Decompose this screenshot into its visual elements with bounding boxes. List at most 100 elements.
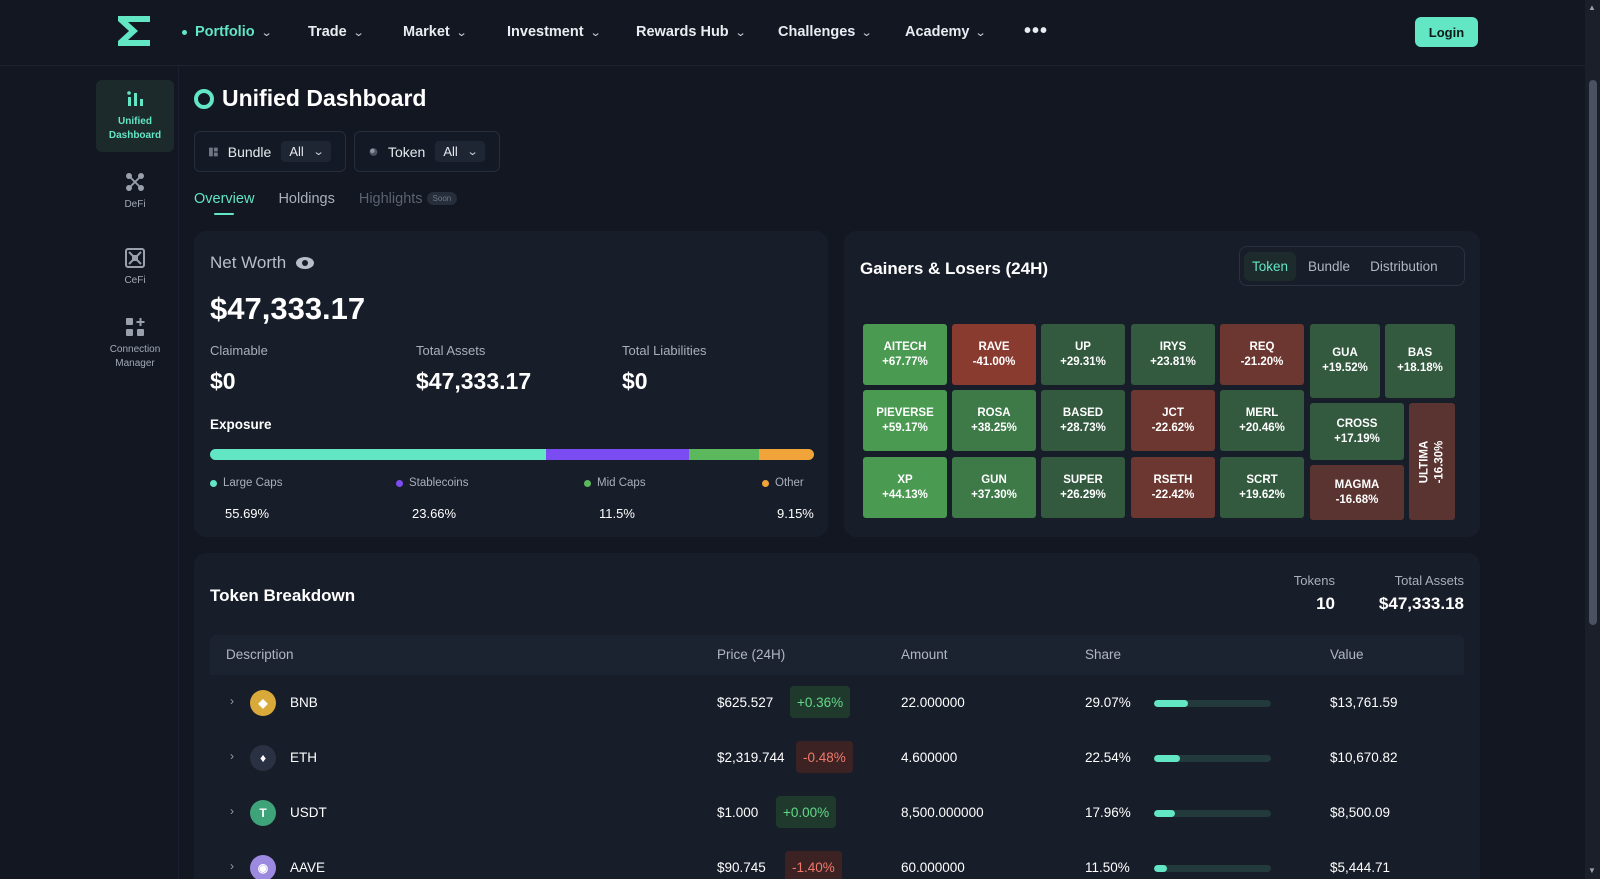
tab-distribution[interactable]: Distribution xyxy=(1370,258,1438,274)
heatmap-tile-xp[interactable]: XP +44.13% xyxy=(863,457,947,518)
column-share[interactable]: Share xyxy=(1085,647,1122,662)
tokens-label: Tokens xyxy=(1293,573,1335,588)
sidebar-item-connection-manager[interactable]: Connection Manager xyxy=(96,308,174,380)
legend-dot-icon xyxy=(762,479,769,487)
heatmap-tile-req[interactable]: REQ -21.20% xyxy=(1220,324,1304,385)
tile-change: -22.62% xyxy=(1151,421,1195,434)
chevron-down-icon: ⌄ xyxy=(589,26,602,39)
tile-change: +29.31% xyxy=(1060,355,1106,368)
nav-trade[interactable]: Trade ⌄ xyxy=(308,24,364,40)
expand-chevron-icon[interactable]: › xyxy=(230,804,234,818)
share-bar-fill xyxy=(1154,865,1168,872)
heatmap-tile-ultima[interactable]: ULTIMA -16.30% xyxy=(1409,403,1455,520)
price-change-badge: -0.48% xyxy=(796,741,853,773)
heatmap-tile-scrt[interactable]: SCRT +19.62% xyxy=(1220,457,1304,518)
bundle-filter[interactable]: Bundle All ⌄ xyxy=(194,131,346,172)
nav-academy-label: Academy xyxy=(905,24,970,40)
exchange-icon xyxy=(125,248,145,268)
heatmap-tile-irys[interactable]: IRYS +23.81% xyxy=(1131,324,1215,385)
tile-change: +23.81% xyxy=(1150,355,1196,368)
token-filter-select[interactable]: All ⌄ xyxy=(435,141,485,162)
tab-bundle[interactable]: Bundle xyxy=(1308,258,1351,274)
exposure-segment xyxy=(210,449,547,460)
token-value: $13,761.59 xyxy=(1330,695,1398,710)
tile-label: AITECH xyxy=(883,340,927,353)
share-bar-fill xyxy=(1154,810,1175,817)
heatmap-tile-merl[interactable]: MERL +20.46% xyxy=(1220,390,1304,451)
sidebar-item-unified-dashboard[interactable]: Unified Dashboard xyxy=(96,80,174,152)
nav-trade-label: Trade xyxy=(308,24,347,40)
nav-investment[interactable]: Investment ⌄ xyxy=(507,24,602,40)
more-menu-icon[interactable]: ••• xyxy=(1024,20,1049,42)
column-amount[interactable]: Amount xyxy=(901,647,948,662)
share-bar xyxy=(1154,700,1271,707)
tab-token[interactable]: Token xyxy=(1244,251,1297,281)
heatmap-tile-aitech[interactable]: AITECH +67.77% xyxy=(863,324,947,385)
bundle-filter-select[interactable]: All ⌄ xyxy=(281,141,331,162)
sidebar-item-cefi[interactable]: CeFi xyxy=(96,232,174,304)
tile-label: MERL xyxy=(1245,406,1279,419)
tile-change: -16.30% xyxy=(1433,440,1445,483)
heatmap-tile-magma[interactable]: MAGMA -16.68% xyxy=(1310,465,1404,520)
scroll-up-icon[interactable]: ▲ xyxy=(1588,3,1596,12)
heatmap-tile-gun[interactable]: GUN +37.30% xyxy=(952,457,1036,518)
table-row[interactable]: › T USDT $1.000 +0.00% 8,500.000000 17.96% $8,5… xyxy=(210,785,1464,840)
table-row[interactable]: › ♦ ETH $2,319.744 -0.48% 4.600000 22.54% $10,6… xyxy=(210,730,1464,785)
nav-challenges[interactable]: Challenges ⌄ xyxy=(778,24,873,40)
token-filter[interactable]: Token All ⌄ xyxy=(354,131,500,172)
heatmap-tile-rosa[interactable]: ROSA +38.25% xyxy=(952,390,1036,451)
table-row[interactable]: › ◉ AAVE $90.745 -1.40% 60.000000 11.50% $5,444… xyxy=(210,840,1464,879)
nav-academy[interactable]: Academy ⌄ xyxy=(905,24,987,40)
column-description[interactable]: Description xyxy=(226,647,294,662)
claimable-stat: Claimable $0 xyxy=(210,343,268,395)
tile-label: UP xyxy=(1075,340,1091,353)
expand-chevron-icon[interactable]: › xyxy=(230,859,234,873)
tile-label: BASED xyxy=(1062,406,1104,419)
coin-usdt-icon: T xyxy=(250,800,276,826)
heatmap-tile-rseth[interactable]: RSETH -22.42% xyxy=(1131,457,1215,518)
column-value[interactable]: Value xyxy=(1330,647,1364,662)
column-price[interactable]: Price (24H) xyxy=(717,647,786,662)
coin-aave-icon: ◉ xyxy=(250,855,276,879)
sigma-logo-icon[interactable] xyxy=(116,14,152,48)
sidebar-item-defi[interactable]: DeFi xyxy=(96,156,174,228)
scrollbar-thumb[interactable] xyxy=(1589,80,1597,625)
eye-icon[interactable] xyxy=(296,257,315,269)
token-price: $2,319.744 xyxy=(717,750,785,765)
tile-label: PIEVERSE xyxy=(876,406,934,419)
heatmap-tile-based[interactable]: BASED +28.73% xyxy=(1041,390,1125,451)
tab-holdings[interactable]: Holdings xyxy=(278,191,335,207)
nav-rewards-hub[interactable]: Rewards Hub ⌄ xyxy=(636,24,746,40)
gainers-losers-panel: Gainers & Losers (24H) Token Bundle Dist… xyxy=(844,231,1480,537)
heatmap-tile-rave[interactable]: RAVE -41.00% xyxy=(952,324,1036,385)
heatmap-tile-gua[interactable]: GUA +19.52% xyxy=(1310,324,1380,398)
nav-portfolio[interactable]: Portfolio ⌄ xyxy=(182,24,273,40)
tile-label: JCT xyxy=(1162,406,1184,419)
heatmap-tile-up[interactable]: UP +29.31% xyxy=(1041,324,1125,385)
token-share: 17.96% xyxy=(1085,805,1131,820)
legend-dot-icon xyxy=(210,479,217,487)
token-share: 29.07% xyxy=(1085,695,1131,710)
net-worth-panel: Net Worth $47,333.17 Claimable $0 Total … xyxy=(194,231,828,537)
heatmap-tile-super[interactable]: SUPER +26.29% xyxy=(1041,457,1125,518)
nav-market-label: Market xyxy=(403,24,450,40)
token-amount: 60.000000 xyxy=(901,860,965,875)
tokens-value: 10 xyxy=(1316,594,1335,613)
heatmap-tile-jct[interactable]: JCT -22.62% xyxy=(1131,390,1215,451)
expand-chevron-icon[interactable]: › xyxy=(230,749,234,763)
heatmap-tile-bas[interactable]: BAS +18.18% xyxy=(1385,324,1455,398)
top-navigation: Portfolio ⌄ Trade ⌄ Market ⌄ Investment … xyxy=(0,0,1585,66)
tile-change: +26.29% xyxy=(1060,488,1106,501)
table-row[interactable]: › ◆ BNB $625.527 +0.36% 22.000000 29.07% $13,76… xyxy=(210,675,1464,730)
heatmap-tile-pieverse[interactable]: PIEVERSE +59.17% xyxy=(863,390,947,451)
nodes-icon xyxy=(126,173,144,191)
expand-chevron-icon[interactable]: › xyxy=(230,694,234,708)
login-button[interactable]: Login xyxy=(1415,17,1478,47)
scroll-down-icon[interactable]: ▼ xyxy=(1588,866,1596,875)
nav-market[interactable]: Market ⌄ xyxy=(403,24,467,40)
heatmap-tile-cross[interactable]: CROSS +17.19% xyxy=(1310,403,1404,460)
sidebar-item-label: Unified Dashboard xyxy=(108,116,162,141)
tab-overview[interactable]: Overview xyxy=(194,191,254,215)
chevron-down-icon: ⌄ xyxy=(260,26,273,39)
share-bar-fill xyxy=(1154,700,1188,707)
